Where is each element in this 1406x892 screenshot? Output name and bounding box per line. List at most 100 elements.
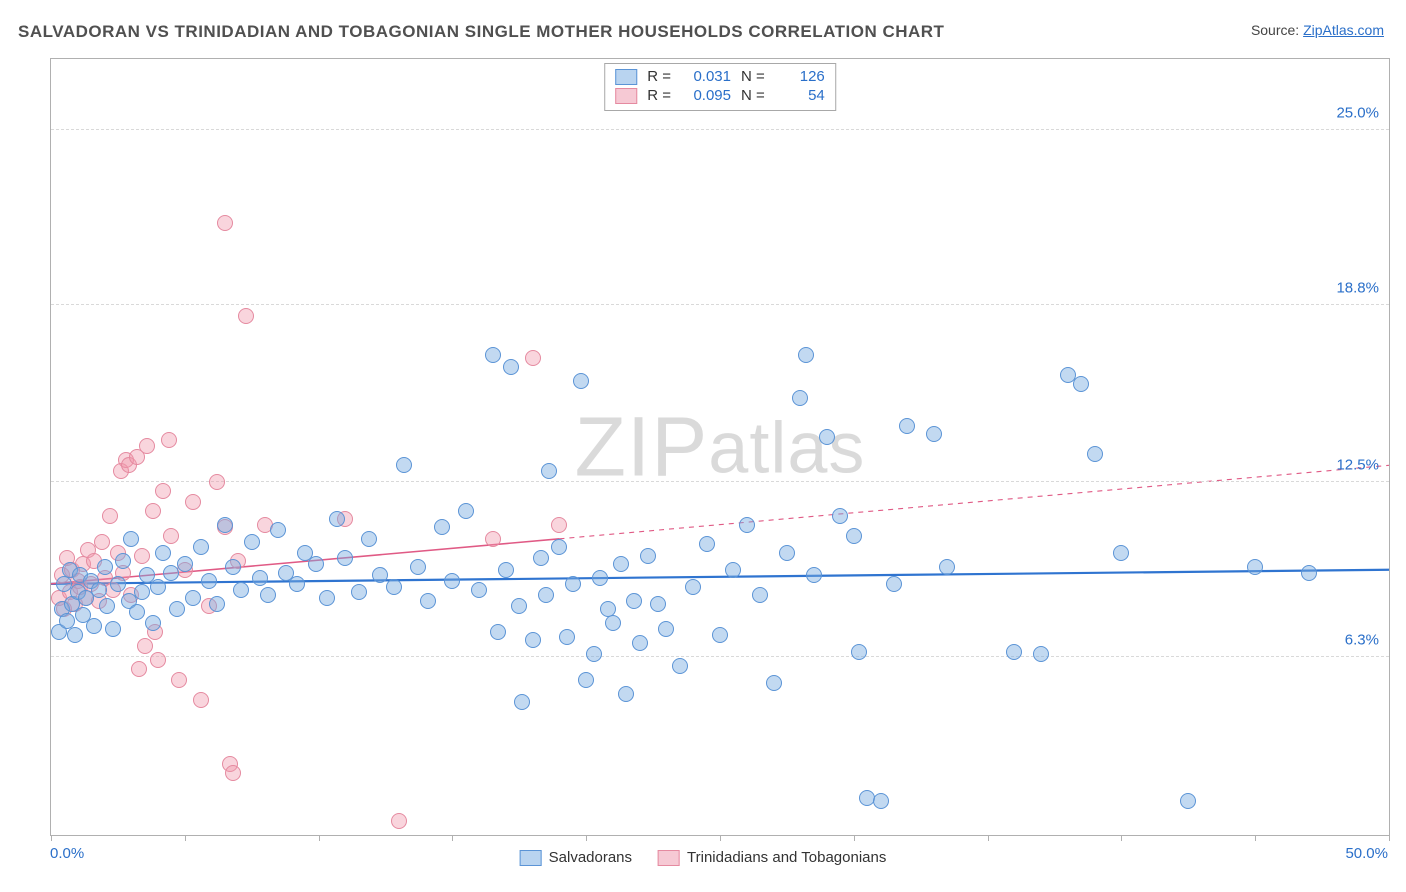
data-point [110, 576, 126, 592]
source-label: Source: [1251, 22, 1303, 38]
legend-item-salvadorans: Salvadorans [520, 849, 632, 866]
legend-item-trinidadians: Trinidadians and Tobagonians [658, 849, 886, 866]
n-value-trinidadians: 54 [775, 87, 825, 104]
stats-row-trinidadians: R = 0.095 N = 54 [615, 86, 825, 105]
data-point [798, 347, 814, 363]
legend-label-trinidadians: Trinidadians and Tobagonians [687, 849, 886, 866]
data-point [565, 576, 581, 592]
data-point [115, 553, 131, 569]
x-tick [720, 835, 721, 841]
x-tick [319, 835, 320, 841]
data-point [134, 584, 150, 600]
data-point [150, 579, 166, 595]
x-axis-max-label: 50.0% [1345, 845, 1388, 862]
data-point [685, 579, 701, 595]
data-point [672, 658, 688, 674]
data-point [209, 596, 225, 612]
data-point [538, 587, 554, 603]
data-point [551, 517, 567, 533]
data-point [1006, 644, 1022, 660]
y-tick-label: 12.5% [1336, 457, 1379, 474]
data-point [626, 593, 642, 609]
data-point [926, 426, 942, 442]
data-point [145, 503, 161, 519]
data-point [458, 503, 474, 519]
data-point [586, 646, 602, 662]
data-point [329, 511, 345, 527]
swatch-trinidadians [658, 850, 680, 866]
n-value-salvadorans: 126 [775, 68, 825, 85]
source-attribution: Source: ZipAtlas.com [1251, 22, 1384, 38]
n-label: N = [741, 87, 765, 104]
data-point [372, 567, 388, 583]
gridline [51, 656, 1389, 657]
data-point [658, 621, 674, 637]
data-point [97, 559, 113, 575]
data-point [650, 596, 666, 612]
data-point [155, 545, 171, 561]
data-point [525, 632, 541, 648]
data-point [185, 494, 201, 510]
data-point [503, 359, 519, 375]
data-point [618, 686, 634, 702]
data-point [244, 534, 260, 550]
data-point [185, 590, 201, 606]
gridline [51, 304, 1389, 305]
data-point [699, 536, 715, 552]
data-point [514, 694, 530, 710]
data-point [217, 517, 233, 533]
data-point [410, 559, 426, 575]
data-point [886, 576, 902, 592]
data-point [123, 531, 139, 547]
data-point [169, 601, 185, 617]
data-point [225, 559, 241, 575]
r-value-trinidadians: 0.095 [681, 87, 731, 104]
swatch-trinidadians [615, 88, 637, 104]
data-point [846, 528, 862, 544]
data-point [1247, 559, 1263, 575]
y-tick-label: 6.3% [1345, 632, 1379, 649]
gridline [51, 481, 1389, 482]
data-point [725, 562, 741, 578]
data-point [551, 539, 567, 555]
data-point [1087, 446, 1103, 462]
data-point [573, 373, 589, 389]
data-point [485, 531, 501, 547]
data-point [485, 347, 501, 363]
stats-row-salvadorans: R = 0.031 N = 126 [615, 67, 825, 86]
x-tick [1255, 835, 1256, 841]
data-point [605, 615, 621, 631]
data-point [217, 215, 233, 231]
data-point [592, 570, 608, 586]
data-point [939, 559, 955, 575]
data-point [94, 534, 110, 550]
data-point [225, 765, 241, 781]
data-point [873, 793, 889, 809]
n-label: N = [741, 68, 765, 85]
data-point [361, 531, 377, 547]
r-label: R = [647, 87, 671, 104]
x-tick [1389, 835, 1390, 841]
data-point [806, 567, 822, 583]
data-point [832, 508, 848, 524]
scatter-plot-area: ZIPatlas R = 0.031 N = 126 R = 0.095 N =… [50, 58, 1390, 836]
data-point [511, 598, 527, 614]
data-point [86, 618, 102, 634]
data-point [396, 457, 412, 473]
data-point [779, 545, 795, 561]
data-point [613, 556, 629, 572]
series-legend: Salvadorans Trinidadians and Tobagonians [520, 849, 887, 866]
data-point [712, 627, 728, 643]
data-point [105, 621, 121, 637]
data-point [171, 672, 187, 688]
data-point [270, 522, 286, 538]
data-point [434, 519, 450, 535]
data-point [238, 308, 254, 324]
source-link[interactable]: ZipAtlas.com [1303, 22, 1384, 38]
data-point [163, 528, 179, 544]
x-tick [1121, 835, 1122, 841]
data-point [67, 627, 83, 643]
data-point [739, 517, 755, 533]
data-point [1301, 565, 1317, 581]
data-point [444, 573, 460, 589]
